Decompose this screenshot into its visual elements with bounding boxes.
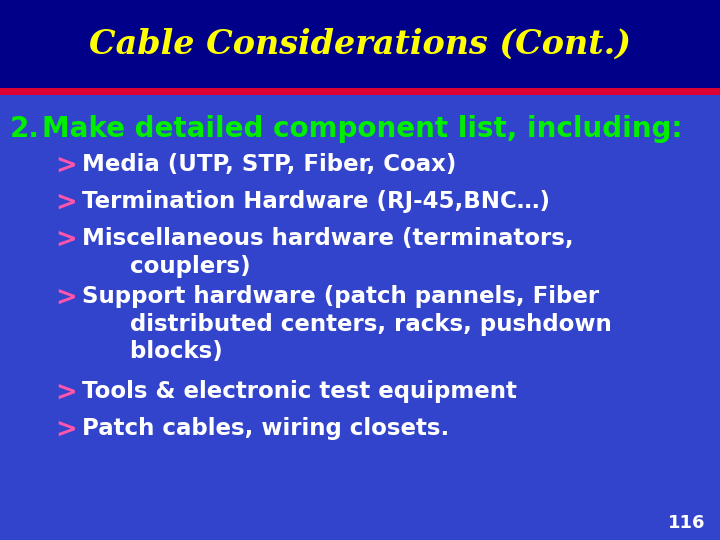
Text: Termination Hardware (RJ-45,BNC…): Termination Hardware (RJ-45,BNC…)	[82, 190, 550, 213]
Text: 116: 116	[667, 514, 705, 532]
Text: Tools & electronic test equipment: Tools & electronic test equipment	[82, 380, 517, 403]
Text: Cable Considerations (Cont.): Cable Considerations (Cont.)	[89, 28, 631, 60]
Bar	[0, 88, 720, 95]
Text: Miscellaneous hardware (terminators,
      couplers): Miscellaneous hardware (terminators, cou…	[82, 227, 574, 278]
Text: >: >	[55, 285, 76, 311]
Text: 2.: 2.	[10, 115, 40, 143]
Bar	[0, 95, 720, 540]
Text: Patch cables, wiring closets.: Patch cables, wiring closets.	[82, 417, 449, 440]
Bar	[0, 0, 720, 88]
Text: >: >	[55, 153, 76, 179]
Text: >: >	[55, 417, 76, 443]
Text: >: >	[55, 190, 76, 216]
Text: Support hardware (patch pannels, Fiber
      distributed centers, racks, pushdow: Support hardware (patch pannels, Fiber d…	[82, 285, 612, 363]
Text: Make detailed component list, including:: Make detailed component list, including:	[42, 115, 683, 143]
Text: Media (UTP, STP, Fiber, Coax): Media (UTP, STP, Fiber, Coax)	[82, 153, 456, 176]
Text: >: >	[55, 380, 76, 406]
Text: >: >	[55, 227, 76, 253]
